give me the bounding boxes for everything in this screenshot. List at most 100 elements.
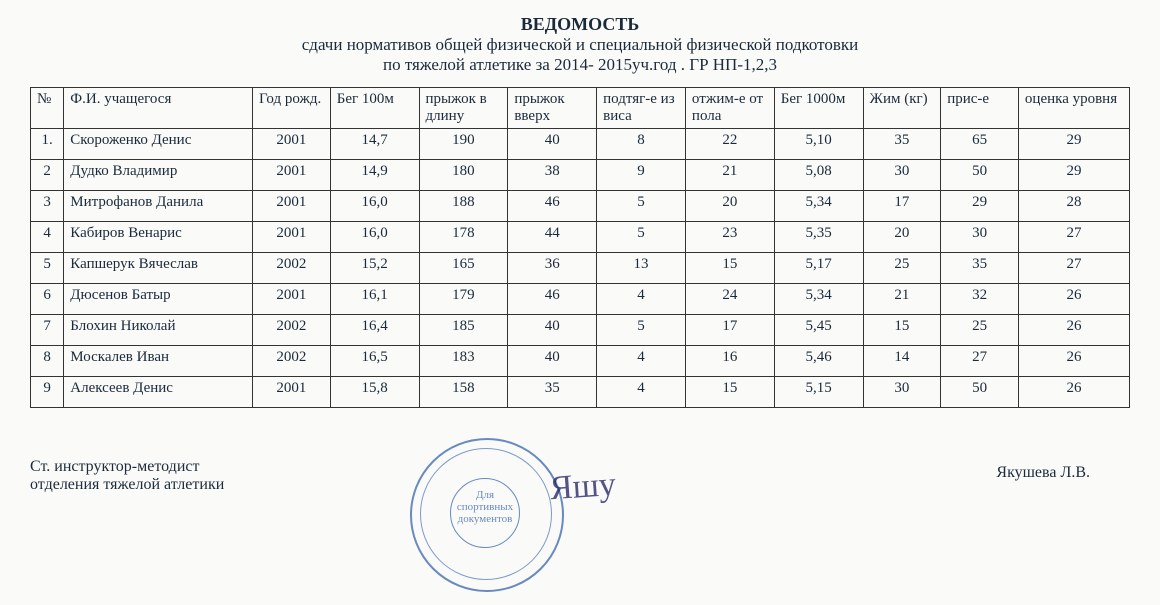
cell-value: 15 — [685, 253, 774, 284]
cell-name: Капшерук Вячеслав — [64, 253, 253, 284]
cell-value: 5,34 — [774, 284, 863, 315]
cell-value: 4 — [597, 377, 686, 408]
cell-value: 40 — [508, 129, 597, 160]
cell-value: 2001 — [253, 191, 331, 222]
title-line1: ВЕДОМОСТЬ — [30, 14, 1130, 35]
cell-value: 9 — [31, 377, 64, 408]
cell-value: 38 — [508, 160, 597, 191]
cell-value: 22 — [685, 129, 774, 160]
cell-value: 17 — [863, 191, 941, 222]
cell-value: 14,7 — [330, 129, 419, 160]
cell-value: 29 — [1018, 160, 1129, 191]
cell-value: 32 — [941, 284, 1019, 315]
cell-value: 15,8 — [330, 377, 419, 408]
cell-value: 50 — [941, 160, 1019, 191]
footer: Ст. инструктор-методист отделения тяжело… — [30, 458, 1130, 494]
cell-name: Скороженко Денис — [64, 129, 253, 160]
cell-value: 2002 — [253, 315, 331, 346]
cell-value: 17 — [685, 315, 774, 346]
cell-name: Дудко Владимир — [64, 160, 253, 191]
cell-value: 1. — [31, 129, 64, 160]
cell-value: 46 — [508, 191, 597, 222]
cell-value: 2001 — [253, 377, 331, 408]
col-pullup: подтяг-е из виса — [597, 88, 686, 129]
cell-value: 28 — [1018, 191, 1129, 222]
cell-value: 5 — [597, 315, 686, 346]
cell-value: 36 — [508, 253, 597, 284]
cell-value: 2001 — [253, 284, 331, 315]
col-year: Год рожд. — [253, 88, 331, 129]
cell-value: 20 — [863, 222, 941, 253]
cell-value: 5,17 — [774, 253, 863, 284]
cell-value: 24 — [685, 284, 774, 315]
cell-name: Алексеев Денис — [64, 377, 253, 408]
cell-value: 16,0 — [330, 222, 419, 253]
cell-name: Митрофанов Данила — [64, 191, 253, 222]
cell-value: 16 — [685, 346, 774, 377]
table-row: 5Капшерук Вячеслав200215,21653613155,172… — [31, 253, 1130, 284]
cell-value: 26 — [1018, 315, 1129, 346]
stamp-text3: документов — [451, 513, 519, 525]
cell-value: 2001 — [253, 129, 331, 160]
cell-value: 26 — [1018, 377, 1129, 408]
cell-value: 8 — [31, 346, 64, 377]
col-squat: прис-е — [941, 88, 1019, 129]
cell-value: 27 — [941, 346, 1019, 377]
cell-name: Кабиров Венарис — [64, 222, 253, 253]
cell-value: 178 — [419, 222, 508, 253]
cell-value: 29 — [1018, 129, 1129, 160]
cell-value: 5,34 — [774, 191, 863, 222]
cell-name: Блохин Николай — [64, 315, 253, 346]
cell-value: 2002 — [253, 253, 331, 284]
cell-value: 5,45 — [774, 315, 863, 346]
table-row: 4Кабиров Венарис200116,0178445235,352030… — [31, 222, 1130, 253]
cell-value: 4 — [597, 346, 686, 377]
cell-value: 40 — [508, 346, 597, 377]
cell-value: 14,9 — [330, 160, 419, 191]
cell-value: 5 — [597, 191, 686, 222]
cell-value: 30 — [941, 222, 1019, 253]
cell-value: 13 — [597, 253, 686, 284]
cell-value: 5,08 — [774, 160, 863, 191]
cell-value: 5 — [597, 222, 686, 253]
signature-icon: Яшу — [549, 466, 617, 509]
col-pushup: отжим-е от пола — [685, 88, 774, 129]
title-block: ВЕДОМОСТЬ сдачи нормативов общей физичес… — [30, 14, 1130, 75]
cell-value: 179 — [419, 284, 508, 315]
stamp-zone: Для спортивных документов Яшу — [410, 438, 660, 598]
cell-value: 26 — [1018, 284, 1129, 315]
cell-value: 35 — [941, 253, 1019, 284]
cell-value: 180 — [419, 160, 508, 191]
cell-value: 7 — [31, 315, 64, 346]
cell-value: 65 — [941, 129, 1019, 160]
signer-name: Якушева Л.В. — [996, 464, 1090, 482]
cell-value: 6 — [31, 284, 64, 315]
cell-name: Дюсенов Батыр — [64, 284, 253, 315]
cell-value: 2001 — [253, 160, 331, 191]
cell-value: 21 — [863, 284, 941, 315]
cell-value: 25 — [941, 315, 1019, 346]
cell-value: 185 — [419, 315, 508, 346]
cell-value: 4 — [597, 284, 686, 315]
table-header-row: № Ф.И. учащегося Год рожд. Бег 100м прыж… — [31, 88, 1130, 129]
cell-value: 3 — [31, 191, 64, 222]
cell-value: 188 — [419, 191, 508, 222]
cell-value: 46 — [508, 284, 597, 315]
cell-value: 40 — [508, 315, 597, 346]
cell-value: 5,15 — [774, 377, 863, 408]
cell-value: 29 — [941, 191, 1019, 222]
cell-value: 35 — [863, 129, 941, 160]
cell-value: 183 — [419, 346, 508, 377]
stamp-icon: Для спортивных документов — [410, 438, 560, 588]
cell-value: 5,46 — [774, 346, 863, 377]
cell-value: 30 — [863, 377, 941, 408]
cell-value: 5 — [31, 253, 64, 284]
col-highjump: прыжок вверх — [508, 88, 597, 129]
col-n: № — [31, 88, 64, 129]
role-line2: отделения тяжелой атлетики — [30, 476, 224, 494]
table-row: 7Блохин Николай200216,4185405175,4515252… — [31, 315, 1130, 346]
cell-value: 16,1 — [330, 284, 419, 315]
cell-value: 16,0 — [330, 191, 419, 222]
role-line1: Ст. инструктор-методист — [30, 458, 224, 476]
cell-value: 44 — [508, 222, 597, 253]
